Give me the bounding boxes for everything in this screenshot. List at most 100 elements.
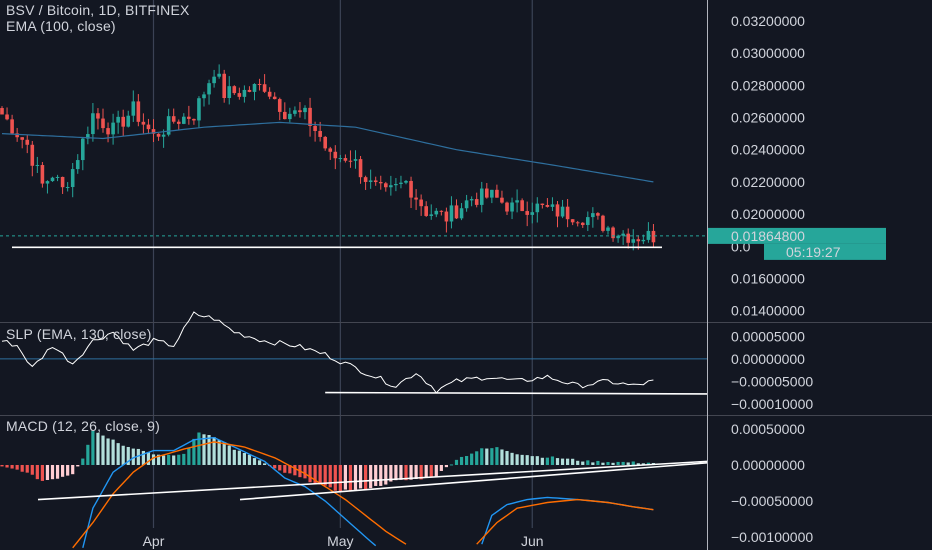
candle-body <box>212 76 216 84</box>
candle-body <box>75 160 80 170</box>
macd-histogram-bar <box>15 464 19 470</box>
slp-tick-label: −0.00005000 <box>731 373 813 389</box>
macd-histogram-bar <box>576 460 580 465</box>
macd-histogram-bar <box>207 435 211 465</box>
candle-body <box>20 137 24 140</box>
macd-histogram-bar <box>222 442 226 465</box>
candle-body <box>560 206 565 217</box>
macd-histogram-bar <box>404 464 408 481</box>
candle-body <box>202 94 206 99</box>
macd-histogram-bar <box>71 464 75 475</box>
macd-histogram-bar <box>187 447 191 465</box>
macd-histogram-bar <box>515 454 519 465</box>
candle-body <box>399 182 403 184</box>
candle-body <box>232 86 237 94</box>
candle-body <box>81 138 85 161</box>
candle-body <box>65 187 70 189</box>
macd-histogram-bar <box>394 464 398 481</box>
price-tick-label: 0.02600000 <box>731 110 805 126</box>
candle-body <box>70 169 75 188</box>
candle-body <box>565 206 570 220</box>
candle-body <box>323 136 327 149</box>
x-axis-label: May <box>327 533 353 549</box>
candle-body <box>10 119 14 134</box>
macd-histogram-bar <box>283 464 287 473</box>
macd-histogram-bar <box>237 450 241 465</box>
candle-body <box>192 118 196 121</box>
candle-body <box>424 206 428 216</box>
candle-body <box>409 180 413 198</box>
candle-body <box>353 159 358 161</box>
candle-body <box>176 121 181 124</box>
candle-body <box>515 200 519 203</box>
candle-body <box>272 96 277 100</box>
countdown-badge <box>764 243 886 260</box>
macd-histogram-bar <box>566 458 570 465</box>
candle-body <box>328 148 333 152</box>
candle-body <box>394 183 398 186</box>
candle-body <box>121 116 125 127</box>
signal-line <box>476 498 654 545</box>
candle-body <box>378 182 383 184</box>
candle-body <box>111 122 115 135</box>
macd-histogram-bar <box>76 464 80 467</box>
candle-body <box>474 199 479 205</box>
macd-histogram-bar <box>66 464 70 476</box>
x-axis-label: Jun <box>521 533 544 549</box>
candle-body <box>368 180 373 182</box>
candle-body <box>288 113 292 120</box>
candle-body <box>146 124 151 130</box>
candle-body <box>545 204 550 207</box>
macd-histogram-bar <box>500 449 504 465</box>
macd-histogram-bar <box>616 461 620 465</box>
candle-body <box>207 83 211 95</box>
macd-histogram-bar <box>424 464 428 478</box>
macd-histogram-bar <box>560 458 565 465</box>
ema-line <box>1 121 654 183</box>
candle-body <box>606 227 610 231</box>
candle-body <box>373 180 378 183</box>
candle-body <box>348 160 353 162</box>
macd-histogram-bar <box>384 464 388 485</box>
macd-histogram-bar <box>55 464 60 479</box>
macd-histogram-bar <box>485 448 489 465</box>
candle-body <box>626 233 630 243</box>
candle-body <box>197 98 201 121</box>
macd-histogram-bar <box>459 456 464 465</box>
price-tick-label: 0.03200000 <box>731 13 805 29</box>
candle-body <box>500 197 504 203</box>
macd-trendline <box>239 462 708 501</box>
macd-histogram-bar <box>20 464 24 472</box>
macd-histogram-bar <box>636 463 640 465</box>
macd-histogram-bar <box>621 461 625 465</box>
macd-histogram-bar <box>586 460 590 465</box>
macd-histogram-bar <box>641 463 645 465</box>
macd-histogram <box>0 430 656 492</box>
price-tick-label: 0.03000000 <box>731 45 805 61</box>
slp-trendline <box>325 391 708 395</box>
macd-histogram-bar <box>601 462 605 465</box>
price-tick-label: 0.01400000 <box>731 303 805 319</box>
macd-histogram-bar <box>197 432 201 465</box>
candle-body <box>318 130 322 137</box>
macd-histogram-bar <box>439 464 443 471</box>
macd-histogram-bar <box>581 461 585 465</box>
candle-body <box>384 183 388 188</box>
macd-histogram-bar <box>30 464 34 475</box>
macd-histogram-bar <box>465 456 469 465</box>
x-axis-label: Apr <box>143 533 165 549</box>
macd-histogram-bar <box>313 464 317 484</box>
macd-histogram-bar <box>96 432 100 465</box>
candle-body <box>439 210 444 212</box>
macd-histogram-bar <box>91 430 95 465</box>
signal-line <box>72 441 407 549</box>
candle-body <box>35 165 40 167</box>
macd-histogram-bar <box>550 456 555 465</box>
candle-body <box>490 189 494 198</box>
macd-histogram-bar <box>409 464 413 480</box>
macd-histogram-bar <box>146 451 151 465</box>
macd-histogram-bar <box>167 454 171 465</box>
candle-body <box>15 133 19 138</box>
price-tick-label: 0.02200000 <box>731 174 805 190</box>
